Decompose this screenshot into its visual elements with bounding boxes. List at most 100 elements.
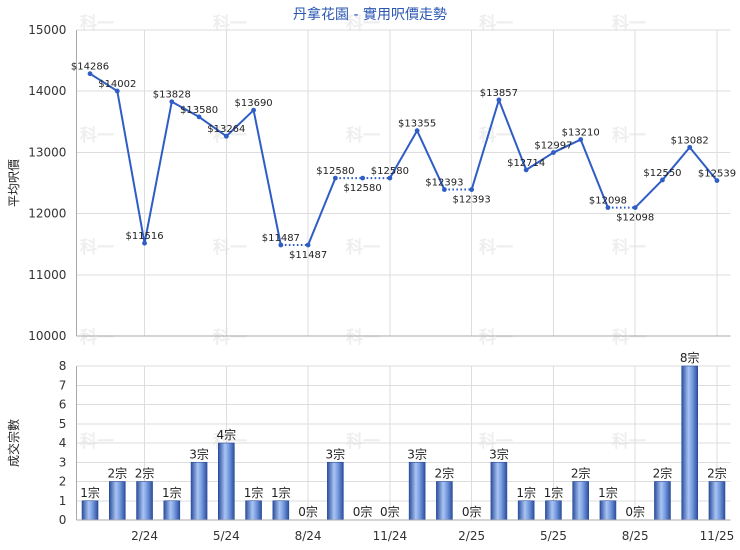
price-line-segment [389, 130, 418, 179]
price-value-prefix: $ [698, 169, 704, 180]
price-value-prefix: $ [98, 79, 104, 90]
price-point-marker [169, 99, 175, 105]
transaction-bar [218, 442, 235, 521]
price-point-marker [551, 150, 556, 155]
transaction-count-suffix: 宗 [606, 485, 618, 500]
price-line-segment [116, 90, 146, 244]
watermark: 科一 [612, 125, 646, 146]
x-tick-label: 5/25 [540, 529, 567, 543]
price-value-label: $13355 [398, 119, 436, 130]
price-value-prefix: $ [125, 231, 131, 242]
price-point-marker [278, 242, 284, 248]
count-y-tick-label: 2 [59, 475, 67, 489]
watermark: 科一 [346, 237, 380, 258]
x-tick-label: 8/24 [295, 529, 322, 543]
count-y-tick-label: 1 [59, 494, 67, 508]
watermark: 科一 [80, 327, 114, 348]
price-y-tick-label: 15000 [28, 23, 66, 37]
transaction-count-label: 1宗 [80, 485, 100, 500]
price-value: 12550 [650, 168, 682, 179]
transaction-bar [572, 481, 589, 521]
transaction-bar [517, 500, 535, 521]
price-value-label: $13082 [671, 135, 709, 146]
price-line-segment [552, 138, 582, 154]
transaction-count-value: 2 [107, 467, 115, 481]
price-value-label: $12580 [316, 166, 354, 177]
price-line-segment [89, 72, 118, 92]
watermark: 科一 [346, 125, 380, 146]
transaction-count-label: 2宗 [435, 466, 455, 481]
price-line-segment [497, 99, 528, 171]
count-y-tick-label: 8 [59, 359, 67, 373]
price-line-segment [416, 130, 446, 190]
watermark: 科一 [479, 431, 513, 452]
price-y-tick-label: 13000 [28, 145, 66, 159]
price-value-label: $12580 [371, 166, 409, 177]
price-value: 12580 [350, 183, 382, 194]
x-tick-label: 5/24 [213, 529, 240, 543]
price-value-prefix: $ [289, 250, 295, 261]
price-value: 11487 [268, 233, 300, 244]
price-line-segment [661, 146, 691, 181]
price-value-prefix: $ [480, 88, 486, 99]
transaction-bar [599, 500, 617, 521]
transaction-count-label: 2宗 [135, 466, 155, 481]
price-value: 12098 [595, 196, 627, 207]
price-value: 13264 [214, 124, 246, 135]
transaction-bar [163, 500, 181, 521]
transaction-count-label: 2宗 [571, 466, 591, 481]
transaction-count-label: 1宗 [598, 485, 618, 500]
price-point-marker [87, 71, 93, 77]
transaction-count-value: 1 [598, 486, 606, 500]
price-value: 13580 [186, 105, 218, 116]
price-value-prefix: $ [453, 195, 459, 206]
price-point-marker [496, 97, 502, 103]
price-value: 12393 [432, 178, 464, 189]
transaction-count-suffix: 宗 [170, 485, 182, 500]
price-value-prefix: $ [589, 196, 595, 207]
price-value-prefix: $ [643, 168, 649, 179]
transaction-count-value: 2 [135, 467, 143, 481]
price-point-marker [687, 144, 693, 150]
price-point-marker [632, 205, 638, 211]
watermark: 科一 [346, 13, 380, 34]
transaction-count-suffix: 宗 [197, 446, 209, 461]
price-value: 12714 [513, 158, 545, 169]
price-value-label: $12098 [616, 213, 654, 224]
price-point-marker [414, 128, 420, 134]
price-line-segment [634, 179, 664, 209]
price-value-label: $12580 [344, 183, 382, 194]
transaction-count-value: 1 [162, 486, 170, 500]
price-value: 13082 [677, 135, 709, 146]
price-value-prefix: $ [262, 233, 268, 244]
price-value-prefix: $ [207, 124, 213, 135]
price-line-layer [87, 71, 720, 248]
watermark: 科一 [612, 327, 646, 348]
price-line-segment [688, 146, 718, 182]
price-value-label: $14002 [98, 79, 136, 90]
watermark: 科一 [612, 13, 646, 34]
watermark: 科一 [479, 125, 513, 146]
transaction-count-suffix: 宗 [660, 466, 672, 481]
transaction-bar [190, 461, 208, 521]
watermark: 科一 [479, 327, 513, 348]
price-value-prefix: $ [316, 166, 322, 177]
price-point-marker [660, 177, 665, 183]
transaction-count-suffix: 宗 [551, 485, 563, 500]
transaction-count-label: 0宗 [380, 504, 400, 519]
price-point-marker [578, 137, 584, 142]
price-value-prefix: $ [616, 213, 622, 224]
price-value: 12580 [377, 166, 409, 177]
transaction-bar [327, 461, 344, 521]
count-y-tick-label: 4 [59, 436, 67, 450]
count-y-tick-label: 0 [59, 513, 67, 527]
count-y-tick-label: 7 [59, 378, 67, 392]
price-y-tick-label: 11000 [28, 268, 66, 282]
watermark: 科一 [612, 237, 646, 258]
transaction-count-suffix: 宗 [388, 504, 400, 519]
x-tick-label: 8/25 [622, 529, 649, 543]
price-line-segment [525, 151, 554, 171]
price-y-tick-label: 10000 [28, 329, 66, 343]
